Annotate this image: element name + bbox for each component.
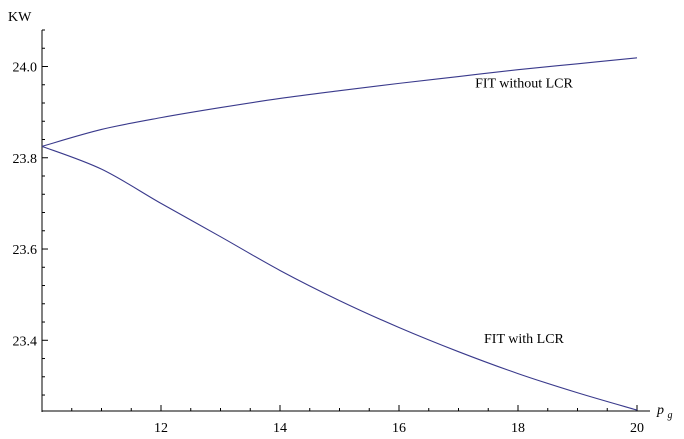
y-tick-label: 23.4	[13, 334, 38, 349]
x-axis-title-subscript: g	[668, 410, 673, 421]
x-tick-label: 16	[392, 421, 406, 436]
y-tick-label: 23.8	[13, 152, 38, 167]
y-tick-label: 23.6	[13, 243, 38, 258]
x-tick-label: 18	[511, 421, 525, 436]
x-axis-title-main: p	[656, 403, 664, 418]
y-axis-title: KW	[8, 10, 32, 25]
x-ticks: 12 14 16 18 20	[71, 405, 644, 436]
series-annotation: FIT with LCR	[484, 332, 565, 347]
x-tick-label: 12	[154, 421, 168, 436]
x-tick-label: 20	[630, 421, 644, 436]
x-axis-title: p g	[656, 403, 673, 421]
x-tick-label: 14	[273, 421, 287, 436]
series-line-2	[41, 145, 638, 411]
y-tick-label: 24.0	[13, 61, 38, 76]
annotation-layer: FIT without LCR FIT with LCR	[475, 76, 573, 347]
series-line-1	[41, 57, 638, 147]
series-annotation: FIT without LCR	[475, 76, 573, 91]
series-layer	[41, 57, 638, 411]
y-ticks: 23.4 23.6 23.8 24.0	[13, 29, 48, 396]
